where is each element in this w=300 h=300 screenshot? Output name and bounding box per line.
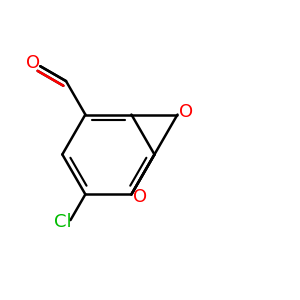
Text: O: O — [133, 188, 147, 206]
Text: O: O — [179, 103, 194, 121]
Text: Cl: Cl — [54, 213, 72, 231]
Text: O: O — [26, 54, 40, 72]
